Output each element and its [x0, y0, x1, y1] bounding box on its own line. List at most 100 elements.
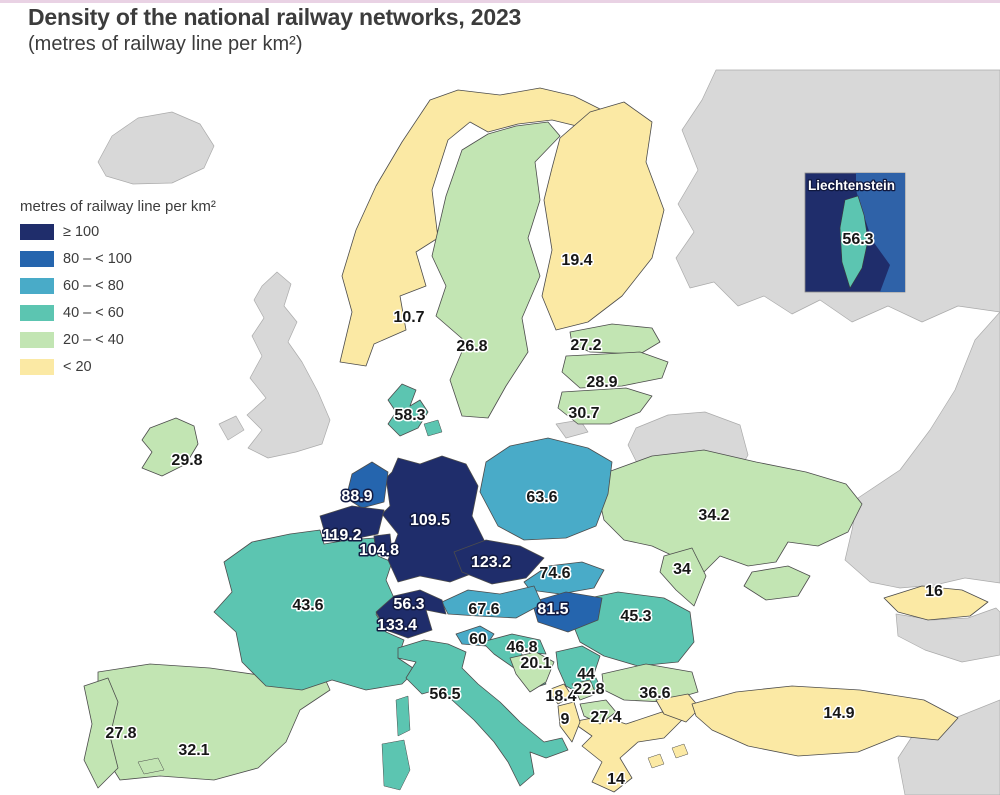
legend-label: 20 – < 40: [63, 332, 124, 348]
legend-label: 60 – < 80: [63, 278, 124, 294]
value-label-germany: 109.5: [410, 512, 450, 529]
country-switzerland: [375, 589, 447, 639]
value-label-latvia: 28.9: [586, 374, 617, 391]
country-portugal: [83, 677, 119, 789]
value-label-denmark: 58.3: [394, 407, 425, 424]
country-greece: [571, 711, 683, 793]
value-label-turkiye: 14.9: [823, 705, 854, 722]
country-estonia: [569, 323, 661, 355]
country-ireland: [141, 417, 199, 477]
legend-item-1: 80 – < 100: [20, 251, 216, 267]
value-label-romania: 45.3: [620, 608, 651, 625]
country-lithuania: [557, 387, 653, 425]
country-czechia: [453, 539, 545, 585]
country-finland: [541, 101, 665, 331]
country-denmark-islands: [423, 419, 443, 437]
country-ukraine: [597, 449, 863, 577]
value-label-estonia: 27.2: [570, 337, 601, 354]
legend-swatch: [20, 278, 54, 294]
value-label-serbia: 44: [577, 666, 595, 683]
legend-item-5: < 20: [20, 359, 216, 375]
legend-label: 40 – < 60: [63, 305, 124, 321]
landmass-russia-south: [844, 311, 1000, 589]
value-label-albania: 9: [561, 711, 570, 728]
value-label-ireland: 29.8: [171, 452, 202, 469]
legend-items: ≥ 100 80 – < 100 60 – < 80 40 – < 60 20 – < …: [20, 224, 216, 375]
legend-swatch: [20, 224, 54, 240]
country-belgium: [319, 505, 385, 541]
value-label-finland: 19.4: [561, 252, 592, 269]
country-romania: [569, 591, 695, 667]
legend-swatch: [20, 359, 54, 375]
value-label-montenegro: 18.4: [545, 688, 576, 705]
value-label-italy: 56.5: [429, 686, 460, 703]
value-label-switzerland: 133.4: [377, 617, 417, 634]
value-label-portugal: 27.8: [105, 725, 136, 742]
page-title: Density of the national railway networks…: [28, 4, 522, 30]
country-montenegro: [547, 683, 573, 705]
value-label-france: 43.6: [292, 597, 323, 614]
country-albania: [557, 701, 581, 743]
country-norway: [339, 87, 607, 367]
liechtenstein-inset: Liechtenstein 56.3: [804, 172, 906, 293]
value-label-netherlands: 88.9: [341, 488, 372, 505]
value-label-north-macedonia: 27.4: [590, 709, 621, 726]
country-austria: [441, 585, 543, 619]
country-north-macedonia: [579, 699, 617, 725]
legend-swatch: [20, 305, 54, 321]
legend-swatch: [20, 251, 54, 267]
inset-value-label: 56.3: [842, 231, 873, 248]
value-label-lithuania: 30.7: [568, 405, 599, 422]
legend: metres of railway line per km² ≥ 100 80 –…: [20, 198, 216, 386]
value-label-hungary: 81.5: [537, 601, 568, 618]
value-label-liechtenstein: 56.3: [393, 596, 424, 613]
page-header: Density of the national railway networks…: [28, 4, 521, 56]
value-label-georgia: 16: [925, 583, 943, 600]
top-accent-line: [0, 0, 1000, 3]
value-label-bosnia: 20.1: [520, 655, 551, 672]
country-moldova: [659, 547, 707, 607]
country-turkiye: [691, 685, 959, 757]
value-label-spain: 32.1: [178, 742, 209, 759]
country-kosovo: [571, 679, 597, 701]
legend-item-2: 60 – < 80: [20, 278, 216, 294]
value-label-czechia: 123.2: [471, 554, 511, 571]
value-label-kosovo: 22.8: [573, 681, 604, 698]
value-label-austria: 67.6: [468, 601, 499, 618]
country-poland: [479, 437, 613, 541]
value-label-slovenia: 60: [469, 631, 487, 648]
country-spain-balearics: [137, 757, 165, 775]
legend-title: metres of railway line per km²: [20, 198, 216, 215]
country-hungary: [531, 591, 603, 633]
legend-item-0: ≥ 100: [20, 224, 216, 240]
country-denmark: [387, 383, 429, 437]
country-georgia: [883, 585, 989, 621]
inset-liechtenstein-shape: [839, 195, 869, 289]
value-label-norway: 10.7: [393, 309, 424, 326]
landmass-great-britain: [246, 271, 331, 459]
value-label-belgium: 119.2: [322, 527, 361, 544]
data-countries: [83, 87, 989, 793]
country-italy-sardinia: [381, 739, 411, 791]
inset-title: Liechtenstein: [808, 178, 895, 193]
country-ukraine-crimea: [743, 565, 811, 601]
value-label-moldova: 34: [673, 561, 691, 578]
landmass-iceland: [97, 111, 215, 185]
landmass-northern-ireland: [218, 415, 245, 441]
inset-austria-region: [856, 173, 905, 292]
country-luxembourg: [373, 533, 393, 555]
legend-item-3: 40 – < 60: [20, 305, 216, 321]
country-france-corsica: [395, 695, 411, 737]
value-label-ukraine: 34.2: [698, 507, 729, 524]
legend-label: 80 – < 100: [63, 251, 132, 267]
value-label-bulgaria: 36.6: [639, 685, 670, 702]
value-label-croatia: 46.8: [506, 639, 537, 656]
country-greece-island-1: [647, 753, 665, 769]
country-italy: [397, 639, 569, 787]
country-latvia: [561, 351, 669, 389]
legend-swatch: [20, 332, 54, 348]
landmass-caucasus-south: [895, 607, 1000, 663]
value-label-poland: 63.6: [526, 489, 557, 506]
landmass-kaliningrad: [555, 419, 589, 439]
